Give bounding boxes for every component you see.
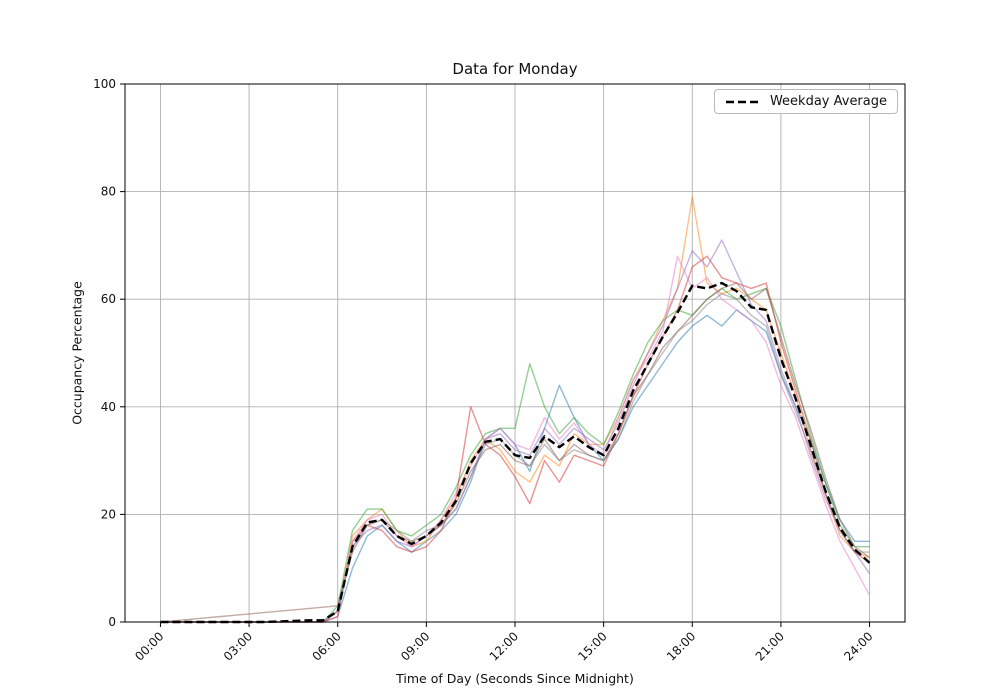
y-tick-label: 80 bbox=[101, 185, 116, 199]
x-tick-label: 09:00 bbox=[398, 629, 432, 663]
x-tick-label: 00:00 bbox=[132, 629, 166, 663]
x-tick-label: 06:00 bbox=[309, 629, 343, 663]
x-tick-label: 24:00 bbox=[841, 629, 875, 663]
y-tick-label: 0 bbox=[108, 615, 116, 629]
x-tick-label: 18:00 bbox=[664, 629, 698, 663]
x-tick-label: 21:00 bbox=[753, 629, 787, 663]
y-tick-label: 60 bbox=[101, 292, 116, 306]
x-axis-label: Time of Day (Seconds Since Midnight) bbox=[396, 671, 634, 686]
y-tick-label: 100 bbox=[93, 77, 116, 91]
y-tick-label: 40 bbox=[101, 400, 116, 414]
y-tick-label: 20 bbox=[101, 507, 116, 521]
dashed-line-icon bbox=[725, 100, 760, 103]
chart-title: Data for Monday bbox=[452, 60, 578, 78]
x-tick-label: 12:00 bbox=[487, 629, 521, 663]
x-tick-label: 15:00 bbox=[575, 629, 609, 663]
legend: Weekday Average bbox=[713, 89, 898, 114]
y-axis-label: Occupancy Percentage bbox=[69, 281, 85, 425]
legend-label: Weekday Average bbox=[769, 94, 887, 109]
x-tick-label: 03:00 bbox=[221, 629, 255, 663]
average-line bbox=[160, 281, 871, 624]
series-line-6 bbox=[160, 282, 870, 623]
